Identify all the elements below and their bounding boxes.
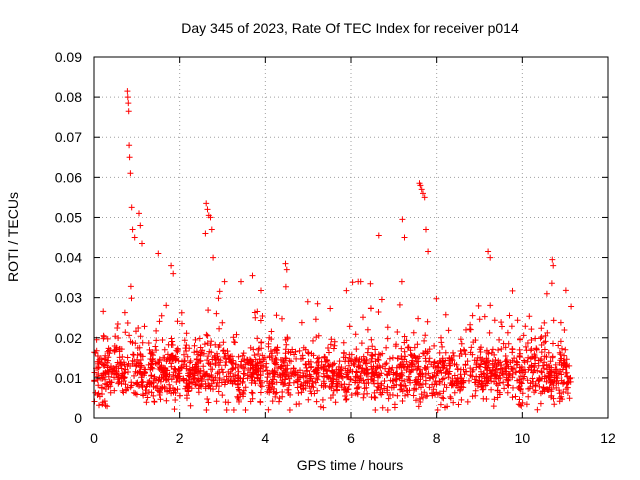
y-tick-label: 0.09 bbox=[55, 49, 82, 65]
y-axis-title: ROTI / TECUs bbox=[5, 192, 21, 282]
data-points bbox=[91, 88, 575, 413]
roti-markers bbox=[91, 88, 575, 413]
x-tick-label: 2 bbox=[176, 430, 184, 446]
x-tick-labels: 0 2 4 6 8 10 12 bbox=[90, 430, 616, 446]
y-tick-label: 0.02 bbox=[55, 330, 82, 346]
y-tick-labels: 0 0.01 0.02 0.03 0.04 0.05 0.06 0.07 0.08 0.09 bbox=[55, 49, 82, 426]
y-tick-label: 0.05 bbox=[55, 209, 82, 225]
y-tick-label: 0.04 bbox=[55, 250, 82, 266]
y-tick-label: 0.01 bbox=[55, 370, 82, 386]
y-tick-label: 0 bbox=[74, 410, 82, 426]
x-tick-label: 6 bbox=[347, 430, 355, 446]
x-tick-label: 12 bbox=[600, 430, 616, 446]
x-tick-label: 0 bbox=[90, 430, 98, 446]
x-axis-title: GPS time / hours bbox=[297, 457, 404, 473]
chart-title: Day 345 of 2023, Rate Of TEC Index for r… bbox=[181, 20, 519, 36]
axis-ticks bbox=[93, 56, 609, 419]
y-tick-label: 0.03 bbox=[55, 290, 82, 306]
y-tick-label: 0.06 bbox=[55, 169, 82, 185]
x-tick-label: 10 bbox=[515, 430, 531, 446]
x-tick-label: 8 bbox=[433, 430, 441, 446]
y-tick-label: 0.08 bbox=[55, 89, 82, 105]
y-tick-label: 0.07 bbox=[55, 129, 82, 145]
x-tick-label: 4 bbox=[261, 430, 269, 446]
